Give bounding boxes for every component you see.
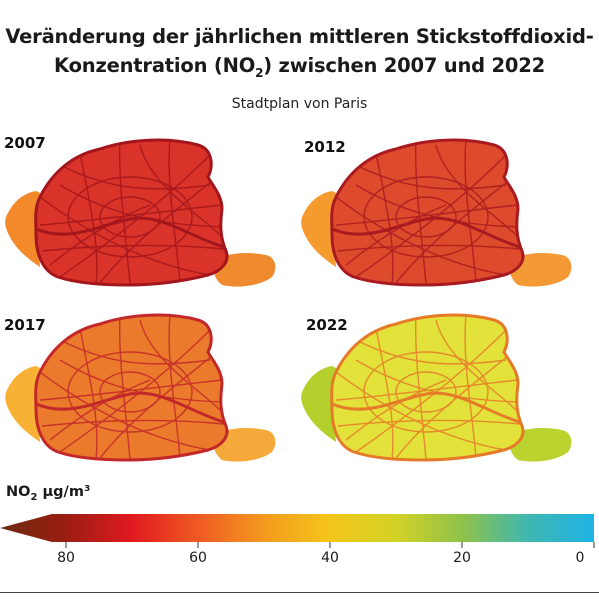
legend-title-post: µg/m³ (37, 484, 91, 500)
title-line-2-post: ) zwischen 2007 und 2022 (263, 54, 545, 77)
bottom-divider (0, 592, 599, 593)
bois-de-boulogne (5, 366, 44, 442)
bois-de-vincennes (213, 428, 276, 462)
title-line-2-pre: Konzentration (NO (54, 54, 256, 77)
legend-tick-label: 60 (189, 550, 207, 566)
legend-tick-label: 20 (453, 550, 471, 566)
title-line-1: Veränderung der jährlichen mittleren Sti… (5, 25, 594, 48)
title-subscript: 2 (255, 65, 264, 80)
bois-de-vincennes (509, 428, 572, 462)
bois-de-boulogne (301, 366, 340, 442)
seine-river (331, 216, 521, 249)
chart-title: Veränderung der jährlichen mittleren Sti… (0, 22, 599, 88)
title-line-2: Konzentration (NO2) zwischen 2007 und 20… (0, 51, 599, 88)
bois-de-boulogne (5, 191, 44, 267)
paris-map-2012 (301, 138, 572, 287)
bois-de-boulogne (301, 191, 340, 267)
paris-map-2017 (5, 313, 276, 462)
bois-de-vincennes (213, 253, 276, 287)
legend-title-subscript: 2 (30, 491, 38, 503)
year-label-2007: 2007 (4, 134, 46, 152)
seine-river (331, 391, 521, 424)
legend-color-bar (0, 514, 595, 548)
subtitle: Stadtplan von Paris (231, 96, 368, 112)
year-label-2012: 2012 (304, 138, 346, 156)
legend-tick-label: 80 (57, 550, 75, 566)
legend-title: NO2 µg/m³ (6, 484, 90, 503)
legend-gradient (0, 514, 594, 542)
legend-tick-label: 0 (575, 550, 585, 566)
seine-river (35, 391, 225, 424)
seine-river (35, 216, 225, 249)
road-network (335, 140, 521, 285)
bois-de-vincennes (509, 253, 572, 287)
year-label-2017: 2017 (4, 316, 46, 334)
legend-title-pre: NO (6, 484, 31, 500)
paris-map-2007 (5, 138, 276, 287)
legend-tick-label: 40 (321, 550, 339, 566)
year-label-2022: 2022 (306, 316, 348, 334)
road-network (39, 140, 225, 285)
road-network (335, 315, 521, 460)
paris-map-2022 (301, 313, 572, 462)
road-network (39, 315, 225, 460)
